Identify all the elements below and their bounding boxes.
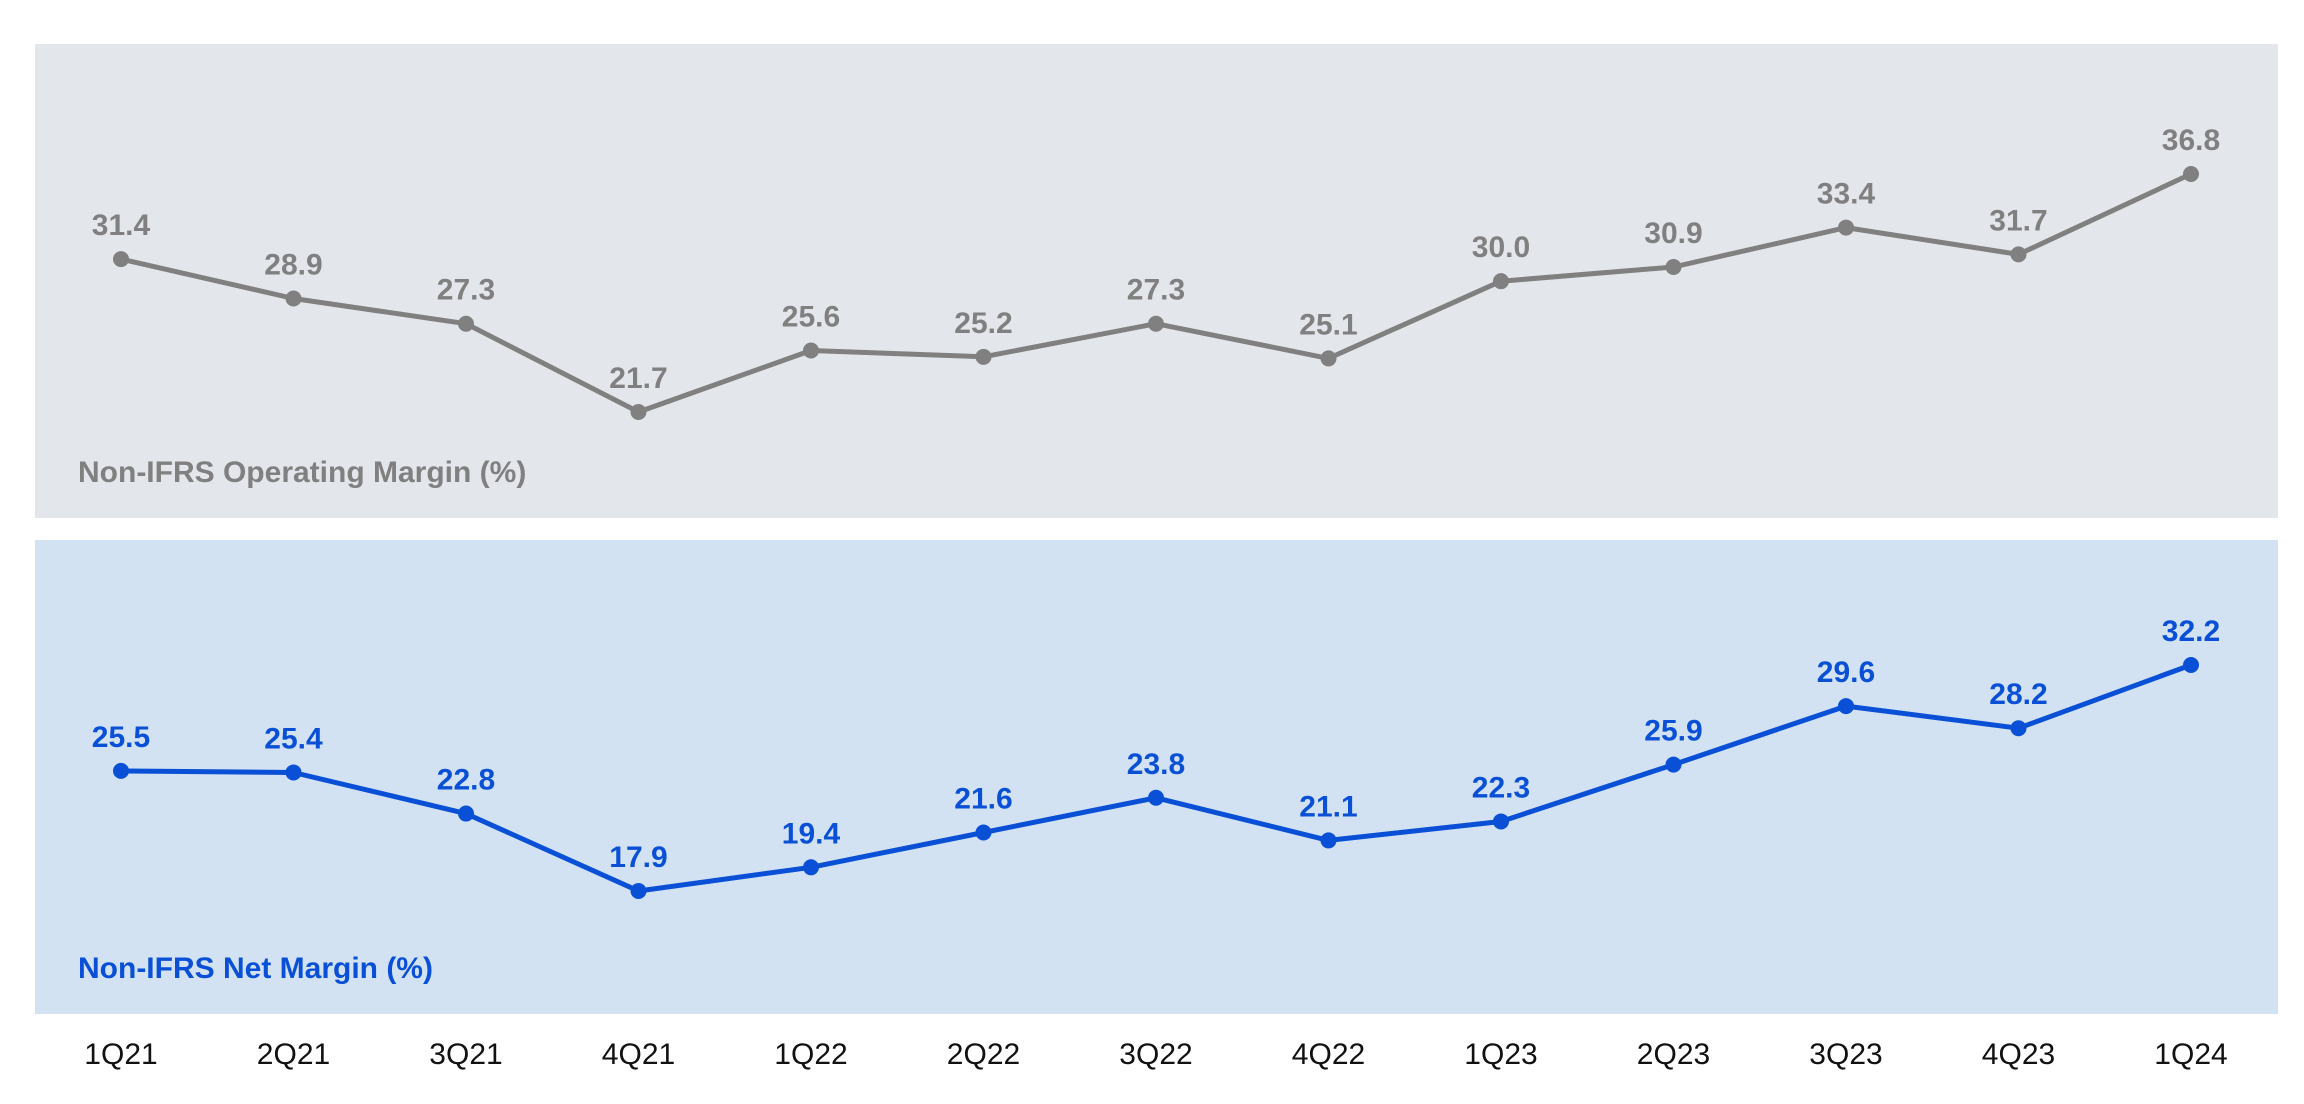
- net-margin-data-label: 25.4: [264, 722, 323, 755]
- x-tick-label: 1Q23: [1464, 1038, 1537, 1071]
- x-tick-label: 3Q23: [1809, 1038, 1882, 1071]
- operating-margin-data-label: 27.3: [437, 274, 495, 307]
- x-tick-label: 1Q22: [774, 1038, 847, 1071]
- operating-margin-title: Non-IFRS Operating Margin (%): [78, 456, 526, 489]
- operating-margin-data-label: 27.3: [1127, 274, 1185, 307]
- x-tick-label: 2Q21: [257, 1038, 330, 1071]
- operating-margin-data-label: 25.2: [954, 307, 1012, 340]
- x-tick-label: 1Q24: [2154, 1038, 2227, 1071]
- x-tick-label: 4Q23: [1982, 1038, 2055, 1071]
- net-margin-point: [1838, 698, 1854, 715]
- x-axis: 1Q21 2Q21 3Q21 4Q21 1Q22 2Q22 3Q22 4Q22 1Q23 2Q23…: [84, 1038, 2227, 1071]
- x-tick-label: 3Q21: [429, 1038, 502, 1071]
- operating-margin-data-label: 21.7: [609, 362, 667, 395]
- net-margin-point: [2010, 720, 2027, 737]
- operating-margin-data-label: 36.8: [2162, 124, 2220, 157]
- chart-panels: 31.4 28.9 27.3 21.7 25.6 25.2 27.3 25.1 30.0 30.9…: [35, 44, 2278, 1014]
- net-margin-point: [458, 805, 474, 822]
- operating-margin-point: [1320, 350, 1337, 367]
- operating-margin-point: [1665, 258, 1682, 275]
- net-margin-point: [630, 883, 647, 899]
- operating-margin-point: [803, 342, 819, 359]
- net-margin-point: [2183, 657, 2199, 673]
- net-margin-data-label: 21.6: [954, 783, 1012, 816]
- net-margin-title: Non-IFRS Net Margin (%): [78, 952, 433, 985]
- net-margin-panel: 25.5 25.4 22.8 17.9 19.4 21.6 23.8 21.1 22.3 25.9…: [35, 540, 2278, 1014]
- operating-margin-point: [2183, 166, 2199, 182]
- x-tick-label: 2Q23: [1637, 1038, 1710, 1071]
- operating-margin-data-label: 31.7: [1989, 204, 2047, 237]
- net-margin-data-label: 28.2: [1989, 678, 2047, 711]
- net-margin-data-label: 17.9: [609, 841, 667, 874]
- net-margin-data-label: 25.5: [92, 721, 150, 754]
- operating-margin-data-label: 30.9: [1644, 217, 1702, 250]
- operating-margin-point: [1838, 219, 1854, 236]
- operating-margin-point: [630, 404, 647, 420]
- net-margin-point: [113, 762, 129, 779]
- operating-margin-panel-background: [35, 44, 2278, 518]
- x-tick-label: 2Q22: [947, 1038, 1020, 1071]
- operating-margin-panel: 31.4 28.9 27.3 21.7 25.6 25.2 27.3 25.1 30.0 30.9…: [35, 44, 2278, 518]
- operating-margin-data-label: 28.9: [264, 249, 322, 282]
- net-margin-point: [1493, 813, 1509, 830]
- net-margin-data-label: 25.9: [1644, 715, 1702, 748]
- x-tick-label: 1Q21: [84, 1038, 157, 1071]
- operating-margin-data-label: 25.1: [1299, 308, 1357, 341]
- operating-margin-point: [113, 251, 129, 268]
- net-margin-data-label: 29.6: [1817, 656, 1875, 689]
- x-tick-label: 4Q22: [1292, 1038, 1365, 1071]
- net-margin-point: [1665, 756, 1682, 773]
- operating-margin-data-label: 30.0: [1472, 231, 1530, 264]
- x-tick-label: 3Q22: [1119, 1038, 1192, 1071]
- operating-margin-point: [975, 348, 992, 365]
- operating-margin-point: [458, 315, 474, 332]
- net-margin-data-label: 22.8: [437, 764, 495, 797]
- net-margin-data-label: 23.8: [1127, 748, 1185, 781]
- net-margin-data-label: 22.3: [1472, 771, 1530, 804]
- net-margin-point: [975, 824, 992, 841]
- net-margin-point: [1148, 789, 1164, 806]
- x-tick-label: 4Q21: [602, 1038, 675, 1071]
- operating-margin-data-label: 31.4: [92, 209, 151, 242]
- operating-margin-point: [2010, 246, 2027, 263]
- net-margin-data-label: 21.1: [1299, 790, 1357, 823]
- net-margin-panel-background: [35, 540, 2278, 1014]
- net-margin-point: [285, 764, 302, 781]
- operating-margin-point: [285, 290, 302, 307]
- net-margin-point: [1320, 832, 1337, 849]
- net-margin-point: [803, 859, 819, 876]
- net-margin-data-label: 19.4: [782, 817, 841, 850]
- operating-margin-point: [1493, 273, 1509, 290]
- net-margin-data-label: 32.2: [2162, 615, 2220, 648]
- operating-margin-data-label: 25.6: [782, 301, 840, 334]
- operating-margin-point: [1148, 315, 1164, 332]
- operating-margin-data-label: 33.4: [1817, 178, 1876, 211]
